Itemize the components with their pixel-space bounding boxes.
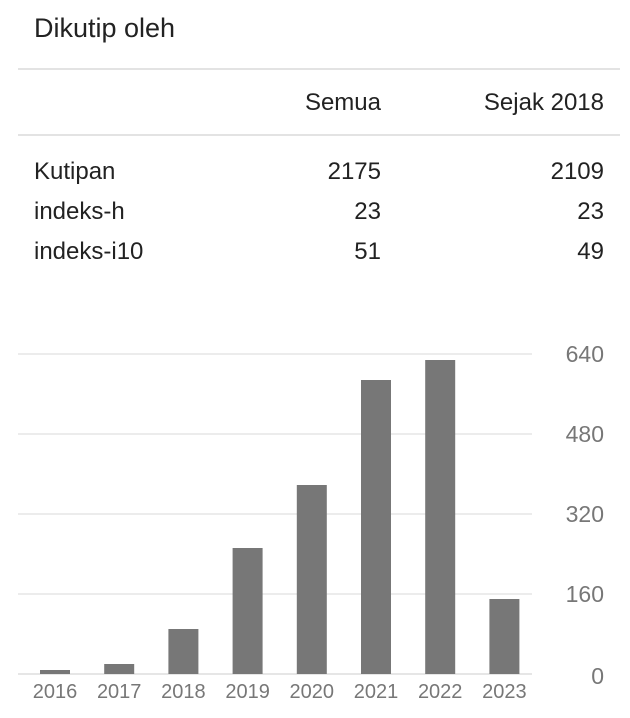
y-tick-label: 640 [566, 341, 604, 367]
bar-2023[interactable] [489, 599, 520, 674]
x-tick-label: 2018 [161, 681, 206, 703]
bar-2019[interactable] [232, 548, 263, 674]
bar-2022[interactable] [425, 360, 456, 674]
row-value-h-index-all: 23 [354, 198, 381, 225]
x-tick-label: 2016 [33, 681, 78, 703]
row-label-h-index[interactable]: indeks-h [34, 198, 125, 225]
row-label-citations[interactable]: Kutipan [34, 158, 116, 185]
bar-2018[interactable] [168, 629, 199, 674]
x-tick-label: 2020 [290, 681, 335, 703]
row-value-citations-all: 2175 [327, 158, 381, 185]
citations-per-year-chart: 0 160 320 480 640 2016 2017 2018 2019 2020 2021 202… [18, 341, 604, 703]
bar-2021[interactable] [361, 380, 391, 674]
y-tick-label: 480 [566, 421, 604, 447]
page-title: Dikutip oleh [34, 13, 176, 43]
divider-header [18, 134, 620, 136]
bar-2020[interactable] [296, 485, 327, 674]
header-since[interactable]: Sejak 2018 [483, 89, 604, 116]
header-all[interactable]: Semua [304, 89, 381, 116]
divider-top [18, 68, 620, 70]
bar-2016[interactable] [40, 670, 70, 674]
row-label-i10-index[interactable]: indeks-i10 [34, 238, 144, 265]
y-tick-label: 0 [591, 663, 604, 689]
x-tick-label: 2022 [418, 681, 463, 703]
row-value-i10-index-since: 49 [577, 238, 604, 265]
x-tick-label: 2023 [482, 681, 527, 703]
y-tick-label: 320 [566, 501, 604, 527]
row-value-h-index-since: 23 [577, 198, 604, 225]
bar-2017[interactable] [104, 664, 135, 674]
x-tick-label: 2017 [97, 681, 142, 703]
y-tick-label: 160 [566, 581, 604, 607]
row-value-citations-since: 2109 [550, 158, 604, 185]
x-tick-label: 2021 [354, 681, 399, 703]
x-tick-label: 2019 [225, 681, 270, 703]
row-value-i10-index-all: 51 [354, 238, 381, 265]
